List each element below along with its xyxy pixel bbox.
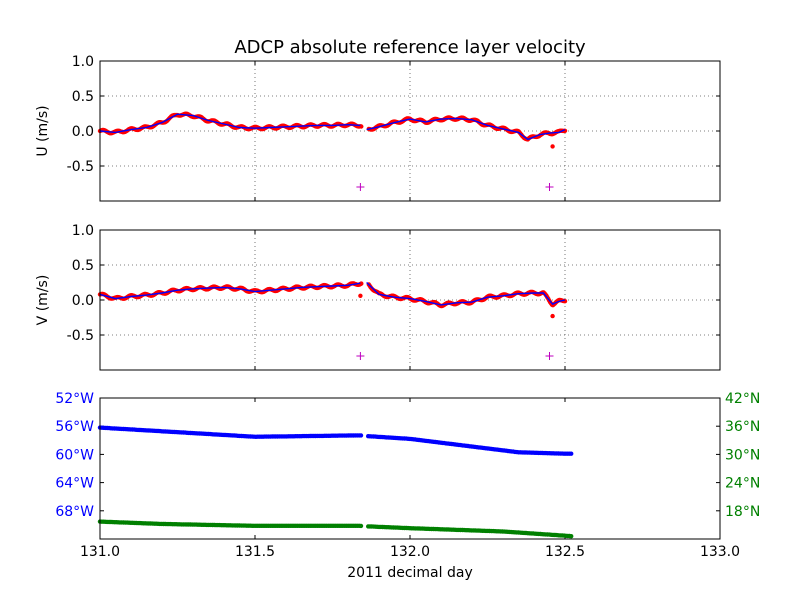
u-velocity-panel: U (m/s) 1.0 0.5 0.0 -0.5 bbox=[35, 54, 721, 202]
lat-ytick-label: 42°N bbox=[725, 391, 760, 407]
lon-ytick-label: 52°W bbox=[55, 391, 94, 407]
xtick-label: 132.5 bbox=[545, 544, 585, 560]
v-gap-marker bbox=[356, 352, 365, 360]
v-velocity-panel: V (m/s) 1.0 0.5 0.0 -0.5 bbox=[35, 223, 721, 371]
xtick-label: 133.0 bbox=[700, 544, 740, 560]
latitude-point bbox=[358, 523, 364, 529]
lat-ytick-label: 30°N bbox=[725, 447, 760, 463]
v-ensemble-dot bbox=[359, 281, 364, 286]
v-plot-frame bbox=[99, 229, 721, 371]
u-gap-marker bbox=[356, 183, 365, 191]
v-ylabel: V (m/s) bbox=[35, 275, 51, 326]
longitude-point bbox=[358, 433, 364, 438]
lat-ytick-label: 18°N bbox=[725, 504, 760, 520]
u-velocity-line bbox=[99, 113, 361, 134]
v-ytick-label: -0.5 bbox=[67, 328, 94, 344]
lon-ytick-label: 60°W bbox=[55, 447, 94, 463]
u-gap-marker bbox=[545, 183, 554, 191]
longitude-point bbox=[569, 451, 574, 456]
u-velocity-line bbox=[366, 117, 566, 141]
lon-ytick-label: 64°W bbox=[55, 476, 94, 492]
u-outlier-dot bbox=[550, 144, 555, 149]
v-ytick-label: 1.0 bbox=[72, 223, 94, 239]
xtick-label: 132.0 bbox=[390, 544, 430, 560]
xtick-label: 131.0 bbox=[80, 544, 120, 560]
u-plot-frame bbox=[99, 60, 721, 202]
v-outlier-dot bbox=[550, 313, 555, 319]
v-ytick-label: 0.5 bbox=[72, 258, 94, 274]
figure-title: ADCP absolute reference layer velocity bbox=[234, 37, 586, 58]
x-axis-label: 2011 decimal day bbox=[347, 565, 472, 581]
v-velocity-line bbox=[366, 281, 566, 306]
u-ylabel: U (m/s) bbox=[35, 105, 51, 156]
lat-ytick-label: 36°N bbox=[725, 419, 760, 435]
v-ytick-label: 0.0 bbox=[72, 293, 94, 309]
u-ytick-label: 0.5 bbox=[72, 89, 94, 105]
position-plot-frame bbox=[99, 397, 721, 540]
u-ytick-label: 0.0 bbox=[72, 124, 94, 140]
v-gap-marker bbox=[545, 352, 554, 360]
u-ytick-label: -0.5 bbox=[67, 159, 94, 175]
xtick-label: 131.5 bbox=[235, 544, 275, 560]
lon-ytick-label: 56°W bbox=[55, 419, 94, 435]
latitude-point bbox=[569, 534, 574, 539]
lat-ytick-label: 24°N bbox=[725, 476, 760, 492]
lon-ytick-label: 68°W bbox=[55, 504, 94, 520]
v-velocity-line bbox=[99, 282, 361, 300]
position-panel: 52°W 56°W 60°W 64°W 68°W 42°N 36°N 30°N 24°N 18°N… bbox=[55, 391, 760, 581]
u-ytick-label: 1.0 bbox=[72, 54, 94, 70]
v-outlier-dot bbox=[358, 293, 363, 298]
